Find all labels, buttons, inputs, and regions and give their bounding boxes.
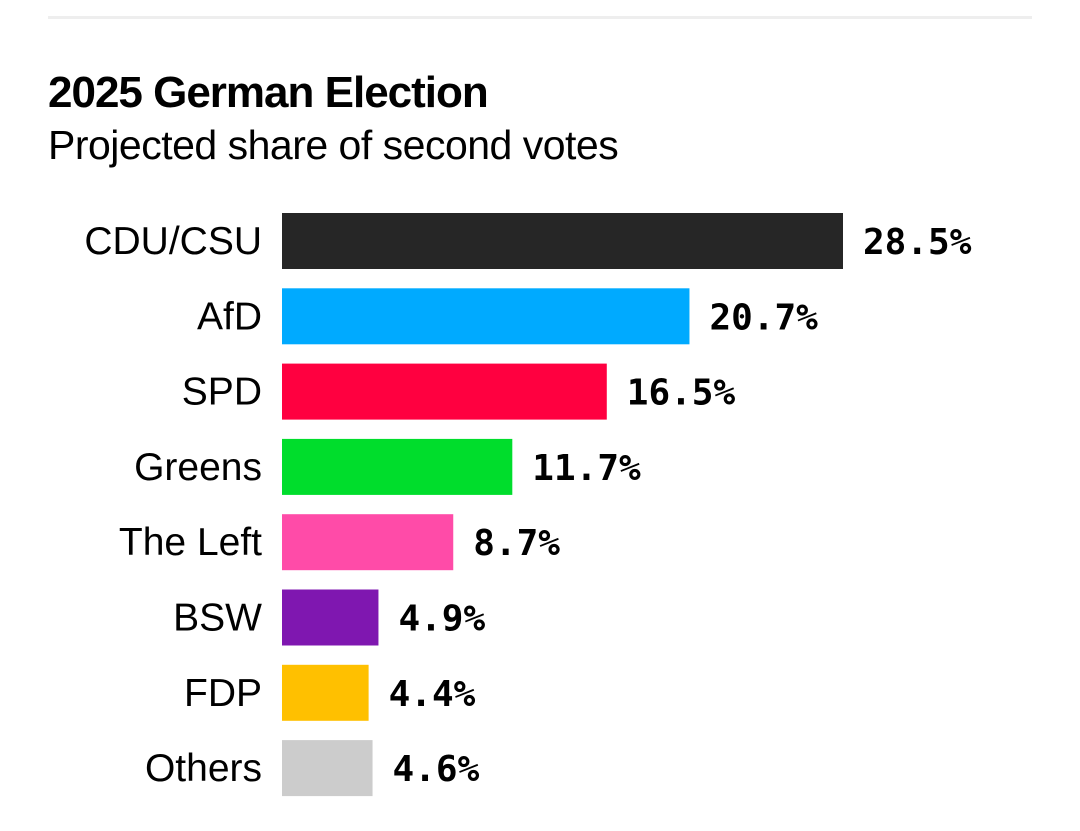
bar [282, 288, 690, 345]
bar-row: Greens 11.7% [134, 438, 641, 495]
value-label: 11.7% [532, 448, 641, 489]
category-label: The Left [119, 521, 262, 564]
value-label: 16.5% [627, 373, 736, 414]
value-label: 28.5% [863, 222, 972, 263]
category-label: CDU/CSU [84, 220, 262, 263]
bar-row: CDU/CSU 28.5% [84, 213, 972, 269]
bar-row: SPD 16.5% [182, 363, 736, 420]
category-label: FDP [184, 672, 262, 715]
category-label: SPD [182, 371, 262, 414]
bar-row: AfD 20.7% [197, 288, 818, 345]
bar [282, 740, 373, 797]
category-label: BSW [173, 597, 262, 640]
chart-subtitle: Projected share of second votes [48, 122, 619, 168]
bar [282, 514, 454, 571]
bar-row: The Left 8.7% [119, 514, 560, 571]
category-label: Others [145, 747, 262, 790]
value-label: 20.7% [709, 297, 818, 338]
value-label: 8.7% [473, 523, 560, 564]
top-divider [48, 16, 1032, 19]
bar [282, 438, 513, 495]
bar [282, 664, 369, 721]
bar-row: BSW 4.9% [173, 589, 485, 646]
bar-row: Others 4.6% [145, 740, 480, 797]
bar [282, 589, 379, 646]
chart-title: 2025 German Election [48, 68, 489, 117]
bar-row: FDP 4.4% [184, 664, 476, 721]
value-label: 4.6% [393, 749, 480, 790]
category-label: Greens [134, 446, 262, 489]
category-label: AfD [197, 295, 262, 338]
value-label: 4.9% [398, 599, 485, 640]
value-label: 4.4% [389, 674, 476, 715]
bar [282, 363, 607, 420]
bar [282, 213, 843, 269]
